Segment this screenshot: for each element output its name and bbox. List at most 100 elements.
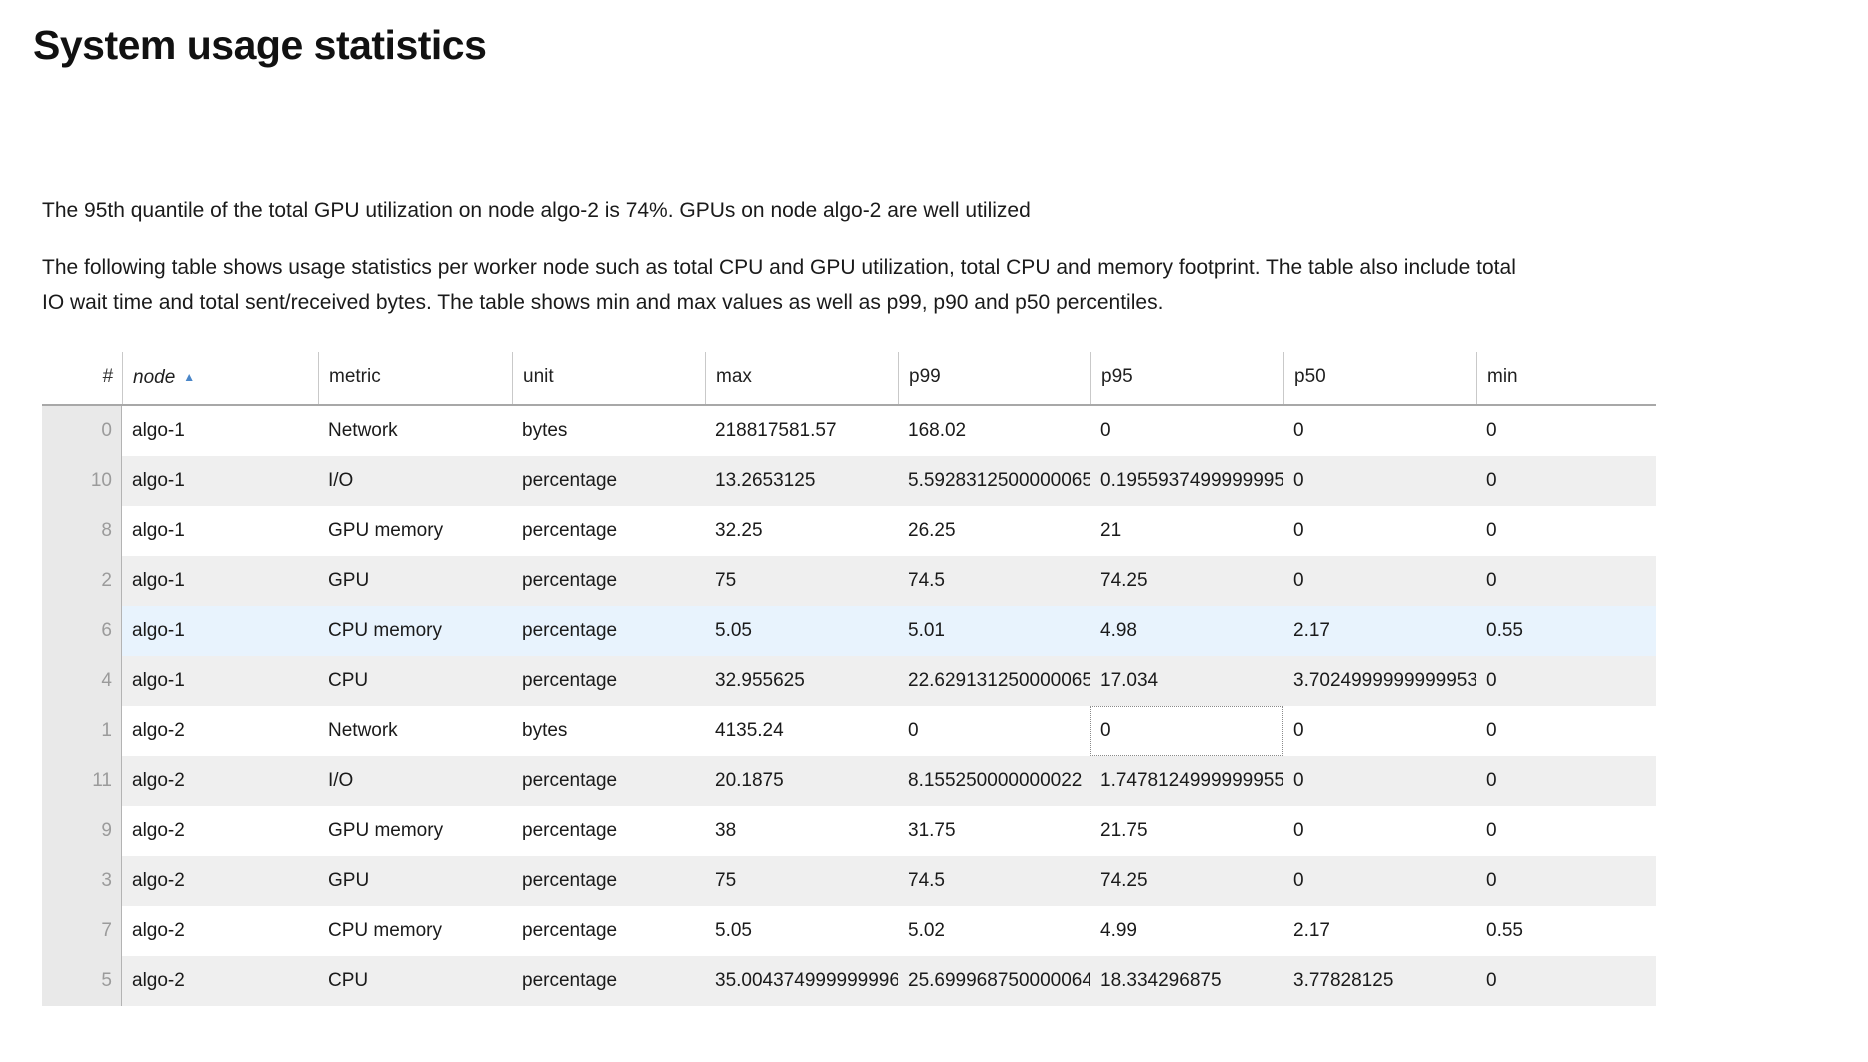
cell-node[interactable]: algo-1 — [132, 620, 185, 641]
cell-unit[interactable]: percentage — [522, 520, 618, 541]
cell-p95[interactable]: 74.25 — [1100, 570, 1148, 591]
cell-min[interactable]: 0 — [1486, 420, 1497, 441]
cell-max[interactable]: 218817581.57 — [715, 420, 837, 441]
cell-node[interactable]: algo-1 — [132, 520, 185, 541]
cell-metric[interactable]: Network — [328, 420, 398, 441]
cell-min[interactable]: 0 — [1486, 470, 1497, 491]
cell-p99[interactable]: 25.699968750000064 — [908, 970, 1090, 991]
cell-p50[interactable]: 3.7024999999999953 — [1293, 670, 1476, 691]
cell-max[interactable]: 20.1875 — [715, 770, 784, 791]
cell-unit[interactable]: percentage — [522, 570, 618, 591]
cell-max[interactable]: 38 — [715, 820, 737, 841]
cell-p50[interactable]: 0 — [1293, 570, 1304, 591]
cell-p50[interactable]: 3.77828125 — [1293, 970, 1394, 991]
cell-node[interactable]: algo-1 — [132, 670, 185, 691]
column-header-index[interactable]: # — [42, 352, 122, 404]
cell-metric[interactable]: CPU — [328, 670, 369, 691]
cell-max[interactable]: 13.2653125 — [715, 470, 816, 491]
cell-max[interactable]: 5.05 — [715, 920, 752, 941]
cell-max[interactable]: 75 — [715, 570, 737, 591]
cell-p99[interactable]: 31.75 — [908, 820, 956, 841]
cell-min[interactable]: 0.55 — [1486, 920, 1523, 941]
cell-p99[interactable]: 5.01 — [908, 620, 945, 641]
cell-p95[interactable]: 18.334296875 — [1100, 970, 1222, 991]
table-row[interactable]: 6 algo-1 CPU memory percentage 5.05 5.01 4.98 2… — [42, 606, 1656, 656]
cell-node[interactable]: algo-1 — [132, 420, 185, 441]
cell-unit[interactable]: percentage — [522, 970, 618, 991]
cell-unit[interactable]: percentage — [522, 470, 618, 491]
cell-min[interactable]: 0 — [1486, 520, 1497, 541]
cell-p99[interactable]: 168.02 — [908, 420, 967, 441]
cell-p95[interactable]: 0 — [1090, 706, 1283, 756]
cell-p50[interactable]: 0 — [1293, 770, 1304, 791]
cell-min[interactable]: 0.55 — [1486, 620, 1523, 641]
cell-node[interactable]: algo-2 — [132, 920, 185, 941]
table-row[interactable]: 9 algo-2 GPU memory percentage 38 31.75 21.75 0… — [42, 806, 1656, 856]
cell-p99[interactable]: 8.155250000000022 — [908, 770, 1083, 791]
column-header-p50[interactable]: p50 — [1283, 352, 1476, 404]
cell-p99[interactable]: 26.25 — [908, 520, 956, 541]
cell-p95[interactable]: 74.25 — [1100, 870, 1148, 891]
cell-min[interactable]: 0 — [1486, 720, 1497, 741]
cell-metric[interactable]: Network — [328, 720, 398, 741]
cell-p99[interactable]: 74.5 — [908, 870, 945, 891]
cell-p95[interactable]: 0.19559374999999955 — [1100, 470, 1283, 491]
cell-unit[interactable]: bytes — [522, 420, 568, 441]
table-row[interactable]: 8 algo-1 GPU memory percentage 32.25 26.25 21 0… — [42, 506, 1656, 556]
cell-unit[interactable]: percentage — [522, 770, 618, 791]
cell-p95[interactable]: 21.75 — [1100, 820, 1148, 841]
cell-metric[interactable]: GPU memory — [328, 820, 444, 841]
cell-unit[interactable]: percentage — [522, 920, 618, 941]
table-row[interactable]: 11 algo-2 I/O percentage 20.1875 8.1552500000… — [42, 756, 1656, 806]
table-row[interactable]: 0 algo-1 Network bytes 218817581.57 168.02 0 0 0 — [42, 406, 1656, 456]
cell-max[interactable]: 35.004374999999996 — [715, 970, 898, 991]
cell-p50[interactable]: 0 — [1293, 520, 1304, 541]
cell-unit[interactable]: bytes — [522, 720, 568, 741]
column-header-node[interactable]: node ▲ — [122, 352, 318, 404]
cell-min[interactable]: 0 — [1486, 570, 1497, 591]
cell-min[interactable]: 0 — [1486, 870, 1497, 891]
cell-p99[interactable]: 74.5 — [908, 570, 945, 591]
column-header-unit[interactable]: unit — [512, 352, 705, 404]
table-row[interactable]: 5 algo-2 CPU percentage 35.004374999999996 25… — [42, 956, 1656, 1006]
cell-p50[interactable]: 0 — [1293, 820, 1304, 841]
cell-p50[interactable]: 0 — [1293, 420, 1304, 441]
cell-p95[interactable]: 0 — [1100, 420, 1111, 441]
cell-metric[interactable]: CPU — [328, 970, 369, 991]
cell-p99[interactable]: 22.629131250000065 — [908, 670, 1090, 691]
cell-p95[interactable]: 1.7478124999999955 — [1100, 770, 1283, 791]
cell-node[interactable]: algo-2 — [132, 720, 185, 741]
column-header-p95[interactable]: p95 — [1090, 352, 1283, 404]
cell-metric[interactable]: GPU memory — [328, 520, 444, 541]
cell-max[interactable]: 75 — [715, 870, 737, 891]
cell-min[interactable]: 0 — [1486, 770, 1497, 791]
cell-p50[interactable]: 0 — [1293, 470, 1304, 491]
table-row[interactable]: 3 algo-2 GPU percentage 75 74.5 74.25 0 0 — [42, 856, 1656, 906]
cell-max[interactable]: 32.25 — [715, 520, 763, 541]
cell-unit[interactable]: percentage — [522, 820, 618, 841]
cell-min[interactable]: 0 — [1486, 670, 1497, 691]
cell-node[interactable]: algo-1 — [132, 470, 185, 491]
cell-p50[interactable]: 2.17 — [1293, 620, 1330, 641]
cell-metric[interactable]: GPU — [328, 570, 370, 591]
cell-max[interactable]: 5.05 — [715, 620, 752, 641]
cell-unit[interactable]: percentage — [522, 670, 618, 691]
cell-p50[interactable]: 2.17 — [1293, 920, 1330, 941]
cell-min[interactable]: 0 — [1486, 970, 1497, 991]
cell-p50[interactable]: 0 — [1293, 720, 1304, 741]
cell-metric[interactable]: GPU — [328, 870, 370, 891]
table-row[interactable]: 2 algo-1 GPU percentage 75 74.5 74.25 0 0 — [42, 556, 1656, 606]
cell-p95[interactable]: 17.034 — [1100, 670, 1159, 691]
table-row[interactable]: 4 algo-1 CPU percentage 32.955625 22.62913125… — [42, 656, 1656, 706]
cell-unit[interactable]: percentage — [522, 870, 618, 891]
cell-metric[interactable]: CPU memory — [328, 620, 443, 641]
table-row[interactable]: 10 algo-1 I/O percentage 13.2653125 5.5928312… — [42, 456, 1656, 506]
cell-p99[interactable]: 0 — [908, 720, 919, 741]
cell-p95[interactable]: 4.98 — [1100, 620, 1137, 641]
cell-node[interactable]: algo-2 — [132, 870, 185, 891]
cell-p95[interactable]: 21 — [1100, 520, 1122, 541]
column-header-p99[interactable]: p99 — [898, 352, 1090, 404]
cell-metric[interactable]: I/O — [328, 770, 354, 791]
cell-metric[interactable]: CPU memory — [328, 920, 443, 941]
table-row[interactable]: 1 algo-2 Network bytes 4135.24 0 0 0 0 — [42, 706, 1656, 756]
